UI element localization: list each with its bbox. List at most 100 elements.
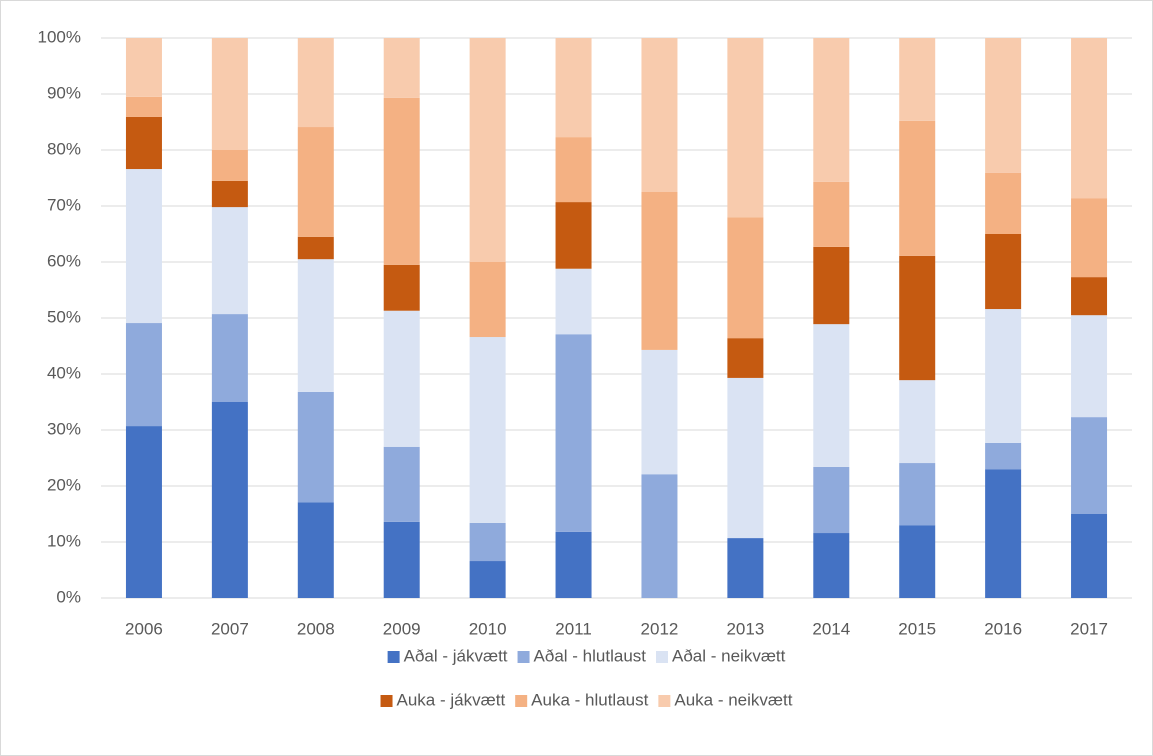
legend-swatch bbox=[515, 695, 528, 707]
legend-label: Aðal - jákvætt bbox=[404, 646, 508, 665]
legend-swatch bbox=[658, 695, 671, 707]
bar-segment bbox=[813, 246, 850, 325]
bar-segment bbox=[985, 234, 1022, 310]
y-tick-label: 20% bbox=[47, 475, 81, 494]
y-tick-label: 70% bbox=[47, 195, 81, 214]
bar-segment bbox=[383, 97, 420, 265]
bar-segment bbox=[813, 533, 850, 598]
bar-segment bbox=[727, 538, 764, 598]
legend-label: Auka - hlutlaust bbox=[531, 690, 648, 709]
bar-segment bbox=[125, 426, 162, 598]
legend-label: Aðal - hlutlaust bbox=[534, 646, 647, 665]
x-tick-label: 2015 bbox=[898, 619, 936, 638]
bar-segment bbox=[383, 38, 420, 98]
bar-segment bbox=[985, 172, 1022, 234]
y-tick-label: 30% bbox=[47, 419, 81, 438]
bar-segment bbox=[985, 38, 1022, 173]
bar-segment bbox=[469, 522, 506, 562]
bar-segment bbox=[297, 502, 334, 598]
y-tick-label: 60% bbox=[47, 251, 81, 270]
y-tick-label: 90% bbox=[47, 83, 81, 102]
y-tick-label: 100% bbox=[38, 27, 81, 46]
x-tick-label: 2011 bbox=[555, 619, 592, 638]
bar-segment bbox=[813, 181, 850, 247]
bar-segment bbox=[297, 259, 334, 392]
bar-segment bbox=[813, 324, 850, 467]
bar-segment bbox=[555, 38, 592, 138]
bar-segment bbox=[1071, 277, 1108, 316]
bar-segment bbox=[813, 466, 850, 534]
bar-segment bbox=[297, 127, 334, 237]
bar-segment bbox=[211, 207, 248, 315]
bar-segment bbox=[555, 334, 592, 532]
bar-segment bbox=[1071, 417, 1108, 514]
y-tick-label: 40% bbox=[47, 363, 81, 382]
bar-segment bbox=[985, 442, 1022, 470]
bar-segment bbox=[555, 202, 592, 269]
bar-segment bbox=[211, 402, 248, 598]
bar-segment bbox=[727, 377, 764, 539]
y-tick-label: 0% bbox=[56, 587, 81, 606]
legend-swatch bbox=[656, 651, 668, 663]
legend-label: Auka - neikvætt bbox=[674, 690, 792, 709]
bar-segment bbox=[985, 309, 1022, 443]
bar-segment bbox=[555, 268, 592, 335]
x-tick-label: 2006 bbox=[125, 619, 163, 638]
bar-segment bbox=[383, 264, 420, 311]
bar-segment bbox=[1071, 315, 1108, 418]
bar-segment bbox=[899, 38, 936, 121]
legend-label: Aðal - neikvætt bbox=[672, 646, 786, 665]
bar-segment bbox=[297, 391, 334, 503]
x-tick-label: 2009 bbox=[383, 619, 421, 638]
legend-label: Auka - jákvætt bbox=[397, 690, 506, 709]
legend-swatch bbox=[387, 651, 400, 663]
bar-segment bbox=[813, 38, 850, 182]
bar-segment bbox=[641, 474, 678, 598]
bar-segment bbox=[899, 463, 936, 526]
bar-segment bbox=[211, 150, 248, 181]
bar-segment bbox=[125, 116, 162, 170]
y-tick-label: 10% bbox=[47, 531, 81, 550]
bar-segment bbox=[899, 120, 936, 256]
bar-segment bbox=[297, 38, 334, 128]
bar-segment bbox=[1071, 514, 1108, 598]
y-tick-label: 80% bbox=[47, 139, 81, 158]
x-tick-label: 2013 bbox=[726, 619, 764, 638]
bar-segment bbox=[125, 96, 162, 117]
x-tick-label: 2010 bbox=[469, 619, 507, 638]
bar-segment bbox=[211, 38, 248, 150]
bar-segment bbox=[641, 38, 678, 192]
bar-segment bbox=[125, 38, 162, 97]
x-tick-label: 2008 bbox=[297, 619, 335, 638]
bar-segment bbox=[1071, 198, 1108, 278]
bar-segment bbox=[383, 446, 420, 522]
y-tick-label: 50% bbox=[47, 307, 81, 326]
bar-segment bbox=[211, 180, 248, 208]
bar-segment bbox=[555, 531, 592, 598]
bar-segment bbox=[211, 314, 248, 402]
bar-segment bbox=[469, 337, 506, 523]
bar-segment bbox=[899, 380, 936, 464]
bar-segment bbox=[727, 217, 764, 339]
bar-segment bbox=[1071, 38, 1108, 199]
x-tick-label: 2016 bbox=[984, 619, 1022, 638]
bar-segment bbox=[641, 192, 678, 350]
bar-segment bbox=[297, 236, 334, 260]
bar-segment bbox=[469, 38, 506, 262]
bar-segment bbox=[985, 469, 1022, 598]
x-tick-label: 2017 bbox=[1070, 619, 1108, 638]
bar-segment bbox=[727, 38, 764, 218]
bar-segment bbox=[899, 525, 936, 598]
bar-segment bbox=[469, 561, 506, 598]
bar-segment bbox=[383, 521, 420, 598]
x-tick-label: 2012 bbox=[641, 619, 679, 638]
legend-swatch bbox=[517, 651, 530, 663]
x-tick-label: 2007 bbox=[211, 619, 249, 638]
bar-segment bbox=[641, 349, 678, 475]
bar-segment bbox=[469, 262, 506, 338]
bar-segment bbox=[899, 255, 936, 381]
bar-segment bbox=[727, 338, 764, 378]
bar-segment bbox=[125, 169, 162, 324]
x-tick-label: 2014 bbox=[812, 619, 850, 638]
